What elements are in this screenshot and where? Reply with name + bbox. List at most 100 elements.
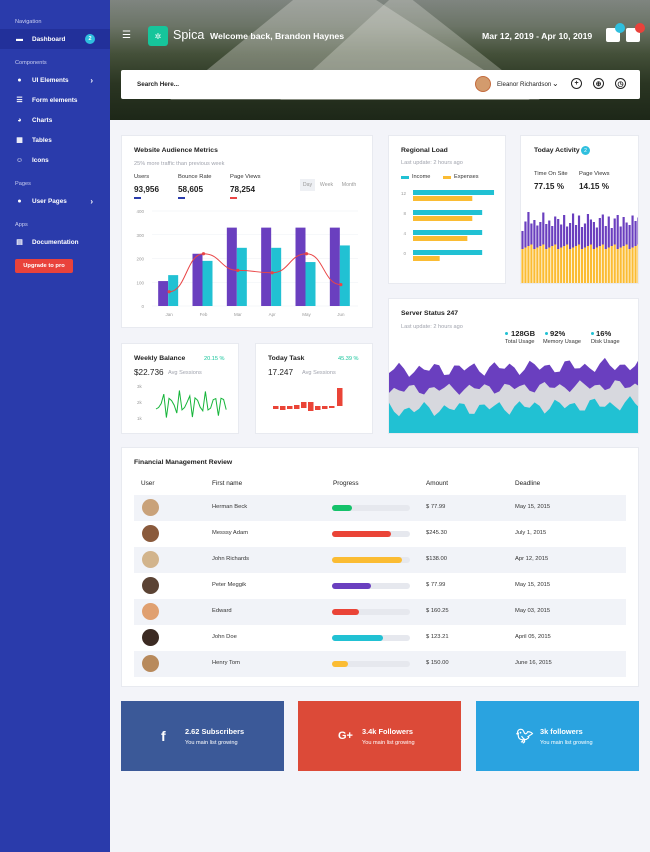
y-tick-label: 200 (136, 257, 144, 262)
upgrade-button[interactable]: Upgrade to pro (15, 259, 73, 273)
activity-bar-yellow (539, 246, 542, 283)
progress-fill (332, 635, 383, 641)
disk-dot (591, 332, 594, 335)
avatar[interactable] (475, 76, 491, 92)
globe-icon[interactable]: ⊕ (593, 78, 604, 89)
activity-bar-purple (557, 219, 560, 249)
cell-first-name: Peter Meggik (212, 582, 247, 588)
user-name[interactable]: Eleanor Richardson (497, 81, 552, 88)
facebook-sub: You main list growing (185, 740, 238, 746)
bar-purple (261, 227, 272, 306)
column-header-user: User (141, 480, 155, 487)
mail-icon[interactable] (606, 23, 625, 42)
segment-day-button[interactable]: Day (300, 179, 315, 191)
activity-bar-purple (622, 217, 625, 246)
cell-first-name: Edward (212, 608, 232, 614)
bar-purple (192, 253, 203, 306)
twitter-card[interactable]: 🐦︎ 3k followers You main list growing (476, 701, 639, 771)
activity-bar-yellow (589, 244, 592, 283)
notification-icon[interactable] (626, 23, 645, 42)
progress-fill (332, 505, 352, 511)
avatar (142, 525, 159, 542)
activity-bar-purple (577, 215, 581, 245)
twitter-icon: 🐦︎ (516, 728, 534, 744)
trend-point (304, 252, 309, 256)
cell-first-name: John Richards (212, 556, 250, 562)
sidebar-item-ui-elements[interactable]: ● UI Elements › (0, 70, 110, 90)
bar-income (413, 210, 483, 215)
y-tick-label: 4 (403, 231, 406, 236)
activity-bar-yellow (545, 249, 548, 283)
trend-point (201, 252, 206, 256)
table-row[interactable]: John Richards $138.00 Apr 12, 2015 (134, 547, 626, 573)
activity-bar-purple (607, 216, 610, 248)
add-icon[interactable]: + (571, 78, 582, 89)
avatar (142, 655, 159, 672)
sidebar-item-form-elements[interactable]: ☰ Form elements (0, 90, 110, 110)
task-bar (322, 406, 328, 409)
sidebar-item-user-pages[interactable]: ● User Pages › (0, 191, 110, 211)
google-plus-card[interactable]: G+ 3.4k Followers You main list growing (298, 701, 461, 771)
sidebar-section-navigation: Navigation (15, 19, 42, 25)
activity-bar-purple (548, 220, 551, 248)
sidebar-item-dashboard[interactable]: ▬ Dashboard 2 (0, 29, 110, 49)
sidebar-item-icons[interactable]: ☺ Icons (0, 150, 110, 170)
balance-line (155, 390, 227, 418)
activity-bar-yellow (619, 247, 622, 283)
cell-amount: $138.00 (426, 556, 447, 562)
table-row[interactable]: John Doe $ 123.21 April 05, 2015 (134, 625, 626, 651)
activity-bar-purple (595, 227, 598, 248)
activity-bar-yellow (595, 247, 598, 283)
y-tick-label: 0 (403, 251, 406, 256)
today-task-card: Today Task 45.39 % 17.247 Avg Sessions (255, 343, 373, 434)
activity-bar-purple (527, 212, 530, 246)
table-row[interactable]: Henry Tom $ 150.00 June 16, 2015 (134, 651, 626, 677)
page-views-value: 14.15 % (579, 182, 610, 191)
google-title: 3.4k Followers (362, 727, 413, 736)
total-usage-label: Total Usage (505, 339, 535, 345)
bar-teal (236, 247, 247, 306)
table-row[interactable]: Peter Meggik $ 77.99 May 15, 2015 (134, 573, 626, 599)
activity-bar-purple (533, 220, 536, 249)
segment-month-button[interactable]: Month (341, 182, 357, 188)
area-teal (389, 396, 638, 433)
x-tick-label: Jun (337, 312, 345, 317)
progress-bar (332, 505, 410, 511)
memory-usage-label: Memory Usage (543, 339, 581, 345)
chevron-down-icon[interactable]: ⌄ (552, 79, 559, 88)
table-icon: ▦ (16, 137, 23, 144)
users-indicator (134, 197, 141, 199)
server-status-card: Server Status 247 Last update: 2 hours a… (388, 298, 639, 434)
clock-icon[interactable]: ◷ (615, 78, 626, 89)
task-bar (329, 406, 335, 408)
y-tick-label: 0 (141, 304, 144, 309)
card-title: Financial Management Review (134, 459, 233, 466)
weekly-balance-card: Weekly Balance 20.15 % $22.736 Avg Sessi… (121, 343, 239, 434)
activity-bar-yellow (571, 247, 575, 283)
date-range[interactable]: Mar 12, 2019 - Apr 10, 2019 (482, 31, 593, 41)
weekly-tick: 2k (137, 400, 142, 405)
menu-icon[interactable]: ☰ (122, 30, 131, 41)
sidebar-item-charts[interactable]: ◕ Charts (0, 110, 110, 130)
activity-badge: 2 (581, 146, 590, 155)
bounce-indicator (178, 197, 185, 199)
bar-expenses (413, 256, 440, 261)
search-input[interactable]: Search Here... (137, 81, 180, 88)
sidebar-item-tables[interactable]: ▦ Tables (0, 130, 110, 150)
activity-bar-purple (521, 231, 524, 249)
activity-bar-purple (560, 224, 563, 248)
table-row[interactable]: Messsy Adam $245.30 July 1, 2015 (134, 521, 626, 547)
sidebar-item-label: Dashboard (32, 35, 66, 43)
sidebar-item-documentation[interactable]: ▤ Documentation (0, 232, 110, 252)
segment-week-button[interactable]: Week (319, 182, 334, 188)
table-row[interactable]: Herman Beck $ 77.99 May 15, 2015 (134, 495, 626, 521)
trend-point (339, 283, 343, 287)
activity-bar-purple (598, 218, 601, 246)
activity-bar-yellow (592, 249, 595, 283)
bar-purple (226, 227, 237, 306)
table-row[interactable]: Edward $ 160.25 May 03, 2015 (134, 599, 626, 625)
activity-bar-purple (569, 223, 572, 249)
legend-income: Income (412, 174, 431, 180)
bar-teal (305, 262, 316, 306)
facebook-card[interactable]: f 2.62 Subscribers You main list growing (121, 701, 284, 771)
